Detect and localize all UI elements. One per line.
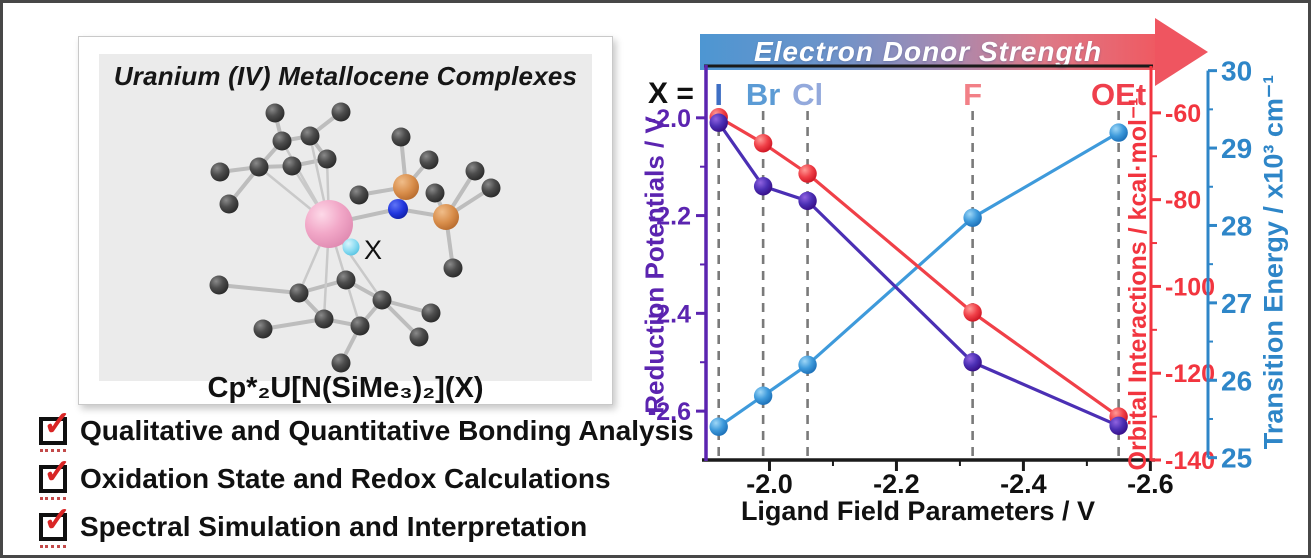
category-label: Cl — [792, 77, 823, 112]
checkbox-checked-icon: ✓ — [39, 455, 72, 500]
check-icon: ✓ — [43, 453, 72, 491]
molecule-panel: X Uranium (IV) Metallocene Complexes Cp*… — [78, 36, 613, 405]
chart: I Br Cl F OEt -2.0 -2.2 -2.4 -2.6 -2.0 -2.2 -2.4 -2.… — [648, 56, 1252, 499]
series-line-transition-energy — [717, 131, 1120, 429]
left-tick-label: -2.2 — [648, 203, 691, 231]
uranium-atom — [305, 200, 353, 248]
checklist-item: ✓ Qualitative and Quantitative Bonding A… — [39, 407, 694, 452]
x-tick-label: -2.6 — [1127, 469, 1174, 499]
x-axis-title: Ligand Field Parameters / V — [740, 496, 1096, 526]
category-label: F — [963, 77, 982, 112]
far-right-tick-label: 29 — [1221, 133, 1252, 164]
x-ligand-atom — [342, 238, 360, 256]
far-right-tick-label: 25 — [1221, 443, 1252, 474]
x-tick-label: -2.4 — [1000, 469, 1047, 499]
nitrogen-atom — [388, 199, 408, 219]
data-point-marker — [963, 353, 982, 372]
data-point-marker — [798, 355, 817, 374]
category-label: OEt — [1091, 77, 1146, 112]
x-ligand-label: X — [364, 235, 382, 265]
molecule-formula: Cp*₂U[N(SiMe₃)₂](X) — [207, 372, 484, 404]
silicon-atom — [433, 204, 459, 230]
far-right-tick-label: 27 — [1221, 288, 1252, 319]
far-right-axis-title: Transition Energy / x10³ cm⁻¹ — [1258, 74, 1289, 450]
data-point-marker — [1109, 123, 1128, 142]
data-point-marker — [753, 386, 773, 405]
data-point-marker — [963, 303, 982, 322]
electron-donor-strength-arrow: Electron Donor Strength — [700, 34, 1156, 70]
data-point-marker — [1109, 416, 1128, 435]
checkbox-checked-icon: ✓ — [39, 503, 72, 548]
x-equals-label: X = — [648, 77, 694, 110]
data-point-marker — [709, 417, 728, 436]
checkbox-checked-icon: ✓ — [39, 407, 72, 452]
left-tick-label: -2.4 — [648, 300, 691, 328]
data-point-marker — [798, 191, 817, 211]
arrow-label: Electron Donor Strength — [753, 36, 1103, 67]
data-point-marker — [963, 208, 982, 227]
data-point-marker — [709, 113, 728, 132]
checklist-item-label: Qualitative and Quantitative Bonding Ana… — [80, 415, 694, 446]
x-tick-label: -2.2 — [873, 469, 920, 499]
checklist-item: ✓ Oxidation State and Redox Calculations — [39, 455, 611, 500]
data-point-marker — [753, 177, 773, 196]
molecule-title: Uranium (IV) Metallocene Complexes — [113, 61, 578, 91]
right-tick-label: -80 — [1165, 187, 1201, 215]
checklist-item-label: Oxidation State and Redox Calculations — [80, 463, 611, 494]
silicon-atom — [393, 174, 419, 200]
carbon-atoms — [209, 102, 501, 373]
right-tick-label: -60 — [1165, 100, 1201, 128]
right-axis-title: Orbital Interactions / kcal·mol⁻¹ — [1124, 97, 1152, 471]
far-right-tick-label: 26 — [1221, 365, 1252, 396]
molecule-bonds — [217, 110, 493, 365]
left-tick-label: -2.6 — [648, 398, 691, 426]
molecule-structure: X — [209, 102, 501, 373]
left-tick-label: -2.0 — [648, 105, 691, 133]
checklist-item: ✓ Spectral Simulation and Interpretation — [39, 503, 588, 548]
data-point-marker — [753, 134, 773, 153]
category-label: Br — [746, 77, 780, 112]
far-right-tick-label: 28 — [1221, 210, 1252, 241]
left-axis-title: Reduction Potentials / V — [639, 116, 670, 414]
category-label: I — [714, 77, 723, 112]
check-icon: ✓ — [43, 501, 72, 539]
far-right-tick-label: 30 — [1221, 56, 1252, 87]
check-icon: ✓ — [43, 405, 72, 443]
series-line-orbital-interactions — [717, 115, 1120, 418]
checklist-item-label: Spectral Simulation and Interpretation — [80, 511, 588, 542]
arrow-head-icon — [1155, 18, 1208, 86]
data-point-marker — [798, 164, 817, 183]
x-tick-label: -2.0 — [746, 469, 793, 499]
